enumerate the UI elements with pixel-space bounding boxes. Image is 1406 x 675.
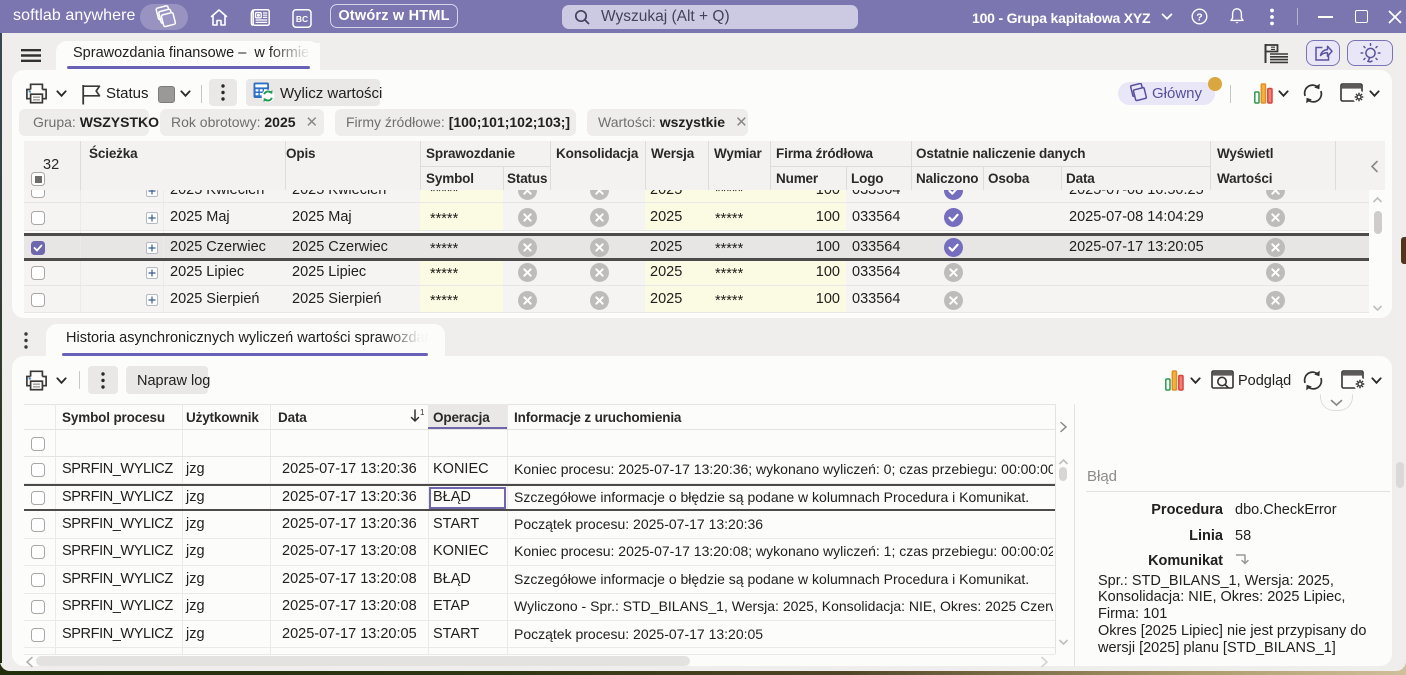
svg-text:1: 1: [420, 408, 425, 417]
svg-text:?: ?: [1196, 12, 1202, 24]
svg-text:BC: BC: [296, 14, 308, 24]
